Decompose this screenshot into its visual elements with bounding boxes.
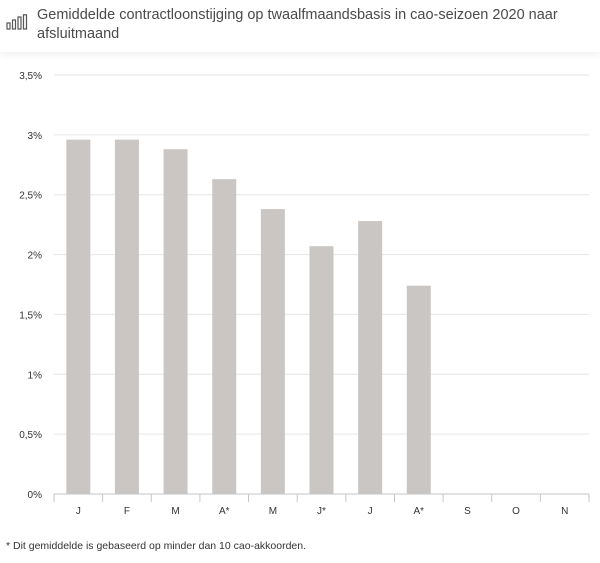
bars [66, 139, 431, 495]
bar[interactable] [358, 221, 383, 494]
bar-chart-icon [6, 14, 28, 30]
x-tick-label: A* [413, 506, 424, 517]
chart-header: Gemiddelde contractloonstijging op twaal… [0, 0, 600, 52]
bar[interactable] [66, 139, 91, 494]
x-tick-label: J [76, 506, 81, 517]
x-tick-label: J* [317, 506, 326, 517]
y-tick-label: 3,5% [19, 71, 42, 82]
x-tick-label: N [561, 506, 568, 517]
y-tick-label: 2% [28, 251, 43, 262]
footnote: * Dit gemiddelde is gebaseerd op minder … [6, 540, 307, 552]
x-tick-label: S [464, 506, 471, 517]
x-tick-label: O [512, 506, 520, 517]
chart-title: Gemiddelde contractloonstijging op twaal… [37, 7, 558, 42]
x-axis-ticks: J F M A* M J* J A* S O N [76, 506, 568, 517]
x-tick-label: J [368, 506, 373, 517]
bar[interactable] [406, 285, 431, 494]
y-tick-label: 3% [28, 131, 43, 142]
bar-chart: 0% 0,5% 1% 1,5% 2% 2,5% 3% 3,5% J F M A* M J* J A* S O N [19, 71, 590, 517]
x-tick-label: A* [219, 506, 230, 517]
y-axis-ticks: 0% 0,5% 1% 1,5% 2% 2,5% 3% 3,5% [19, 71, 42, 501]
y-tick-label: 0,5% [19, 430, 42, 441]
x-axis [53, 493, 590, 502]
x-tick-label: F [124, 506, 130, 517]
y-tick-label: 1,5% [19, 310, 42, 321]
y-tick-label: 2,5% [19, 191, 42, 202]
y-tick-label: 1% [28, 370, 43, 381]
bar[interactable] [260, 209, 285, 494]
bar[interactable] [309, 246, 334, 494]
x-tick-label: M [171, 506, 179, 517]
bar[interactable] [163, 149, 188, 495]
x-tick-label: M [269, 506, 277, 517]
y-tick-label: 0% [28, 490, 43, 501]
bar[interactable] [114, 139, 139, 494]
bar[interactable] [212, 179, 237, 494]
